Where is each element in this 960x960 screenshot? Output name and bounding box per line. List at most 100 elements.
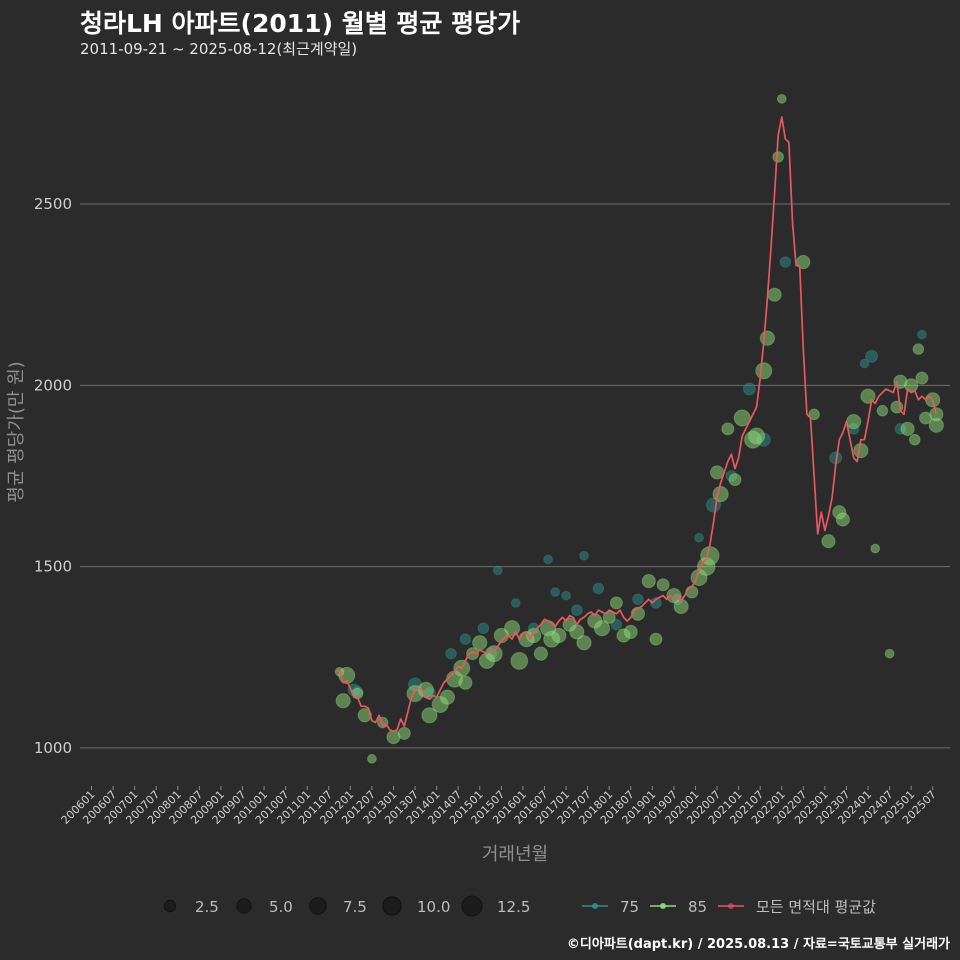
scatter-point: [908, 433, 921, 446]
legend-series-label: 모든 면적대 평균값: [756, 898, 876, 916]
scatter-point: [685, 585, 699, 599]
scatter-point: [904, 378, 919, 393]
y-tick-label: 2500: [34, 195, 72, 213]
average-line: [335, 116, 938, 733]
scatter-point: [733, 409, 751, 427]
chart-title: 청라LH 아파트(2011) 월별 평균 평당가: [80, 9, 521, 38]
source-credit: ©디아파트(dapt.kr) / 2025.08.13 / 자료=국토교통부 실…: [566, 937, 950, 952]
scatter-point: [694, 532, 704, 543]
scatter-point: [357, 708, 372, 723]
scatter-point: [929, 407, 944, 422]
scatter-point: [592, 582, 605, 595]
scatter-point: [445, 647, 457, 660]
scatter-point: [884, 648, 895, 659]
scatter-point: [846, 413, 862, 430]
legend-size-label: 7.5: [343, 898, 367, 916]
legend-size-label: 2.5: [195, 898, 219, 916]
chart-subtitle: 2011-09-21 ~ 2025-08-12(최근계약일): [80, 40, 358, 58]
x-axis-ticks: 2006012006072007012007072008012008072009…: [59, 786, 939, 827]
scatter-point: [561, 590, 571, 601]
y-tick-label: 1500: [34, 558, 72, 576]
scatter-point: [709, 465, 725, 480]
scatter-point: [543, 554, 553, 565]
scatter-point: [915, 371, 929, 385]
scatter-point: [571, 604, 583, 616]
series-line: [335, 116, 938, 733]
legend-series-label: 85: [688, 898, 707, 916]
scatter-point: [900, 421, 915, 436]
scatter-point: [623, 624, 638, 640]
scatter-point: [492, 565, 503, 576]
legend-point-key: [728, 903, 734, 909]
scatter-point: [808, 408, 820, 421]
legend-size-key: [309, 897, 327, 915]
scatter-point: [610, 618, 623, 631]
grid-lines: [80, 203, 950, 749]
legend: 2.5 5.0 7.5 10.0 12.5 75 85 모든 면적대 평균값: [163, 895, 876, 917]
scatter-point: [859, 358, 870, 369]
legend-size-key: [461, 895, 483, 917]
y-tick-label: 2000: [34, 376, 72, 394]
scatter-point: [835, 512, 850, 527]
scatter-point: [551, 627, 567, 644]
scatter-point: [472, 635, 488, 651]
scatter-point: [485, 645, 503, 663]
scatter-point: [876, 404, 889, 417]
y-tick-label: 1000: [34, 739, 72, 757]
scatter-point: [421, 707, 438, 724]
scatter-point: [917, 329, 927, 340]
scatter-point: [912, 343, 925, 355]
scatter-point: [712, 486, 729, 503]
scatter-point: [772, 151, 784, 163]
scatter-point: [728, 473, 742, 487]
legend-size-label: 10.0: [417, 898, 450, 916]
scatter-point: [609, 596, 623, 610]
scatter-point: [510, 651, 529, 670]
legend-size-label: 5.0: [269, 898, 293, 916]
legend-size-key: [236, 898, 252, 914]
scatter-point: [459, 633, 472, 645]
scatter-point: [755, 362, 773, 380]
scatter-points: [334, 93, 944, 764]
scatter-point: [776, 93, 787, 104]
scatter-point: [748, 427, 766, 445]
scatter-point: [335, 693, 351, 709]
scatter-point: [641, 574, 656, 589]
y-axis-title: 평균 평당가(만 원): [6, 361, 27, 502]
scatter-point: [533, 646, 548, 661]
scatter-point: [439, 689, 456, 705]
scatter-point: [742, 382, 756, 396]
scatter-point: [767, 287, 782, 302]
scatter-point: [397, 726, 411, 740]
scatter-point: [666, 588, 682, 604]
scatter-point: [458, 675, 473, 690]
scatter-point: [550, 587, 561, 597]
scatter-point: [632, 593, 644, 606]
scatter-point: [466, 647, 480, 661]
scatter-point: [593, 620, 611, 637]
scatter-point: [821, 534, 836, 549]
x-axis-title: 거래년월: [482, 844, 548, 865]
scatter-point: [779, 256, 792, 268]
scatter-point: [796, 254, 811, 270]
legend-point-key: [660, 903, 666, 909]
scatter-point: [579, 550, 589, 561]
scatter-point: [649, 632, 663, 646]
scatter-point: [576, 635, 592, 651]
legend-size-label: 12.5: [497, 898, 530, 916]
scatter-point: [477, 622, 490, 635]
scatter-point: [650, 597, 662, 609]
scatter-point: [870, 543, 881, 554]
legend-size-key: [382, 896, 402, 916]
scatter-point: [853, 442, 869, 459]
legend-series-label: 75: [620, 898, 639, 916]
scatter-point: [759, 330, 776, 346]
scatter-point: [865, 349, 879, 363]
y-axis-ticks: 1000 1500 2000 2500: [34, 195, 72, 757]
scatter-point: [721, 422, 735, 436]
scatter-point: [510, 597, 521, 608]
legend-size-key: [163, 899, 177, 913]
scatter-point: [673, 598, 689, 615]
legend-point-key: [592, 903, 598, 909]
